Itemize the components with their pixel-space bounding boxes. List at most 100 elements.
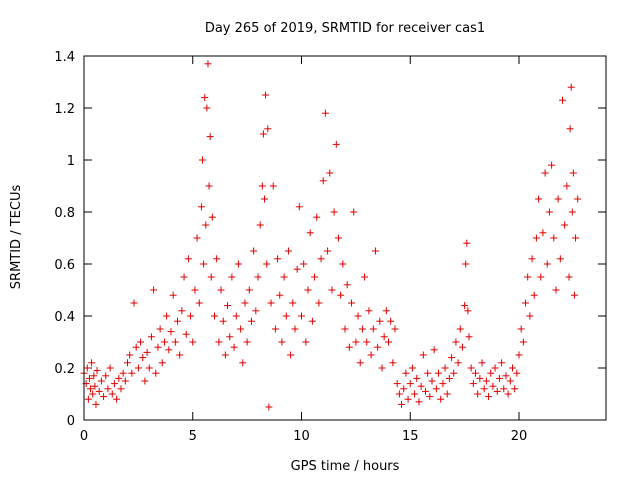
data-point [532,234,540,242]
data-point [84,395,92,403]
data-point [566,125,574,133]
data-point [511,385,519,393]
data-point [230,343,238,351]
data-point [204,60,212,68]
data-point [215,338,223,346]
data-point [141,377,149,385]
data-point [341,325,349,333]
data-point [169,291,177,299]
data-point [568,208,576,216]
data-point [317,255,325,263]
y-tick-label: 1.4 [54,50,75,65]
data-point [469,380,477,388]
data-point [498,359,506,367]
data-point [258,182,266,190]
data-point [539,229,547,237]
data-point [491,364,499,372]
data-point [395,390,403,398]
data-point [515,351,523,359]
data-point [211,312,218,320]
data-point [121,377,129,385]
data-point [232,312,240,320]
data-point [439,380,447,388]
data-point [371,247,379,255]
data-point [458,343,466,351]
data-point [374,343,382,351]
data-point [391,325,399,333]
data-point [167,328,175,336]
data-point [154,343,162,351]
data-point [543,260,551,268]
data-point [126,351,134,359]
data-point [404,395,412,403]
data-point [254,273,262,281]
data-point [480,385,488,393]
data-point [426,393,434,401]
data-point [489,382,497,390]
data-point [435,369,443,377]
data-point [206,133,214,141]
data-point [87,385,95,393]
data-point [271,325,279,333]
data-point [328,286,336,294]
data-point [189,338,197,346]
data-point [421,387,429,395]
data-point [565,273,573,281]
data-point [378,364,386,372]
data-point [178,307,186,315]
data-point [408,364,416,372]
data-point [556,255,564,263]
data-point [234,260,242,268]
data-point [208,213,216,221]
data-point [356,359,364,367]
data-point [530,291,538,299]
data-point [324,247,332,255]
y-tick-label: 0.4 [54,310,75,325]
data-point [339,260,347,268]
data-point [158,359,166,367]
data-point [182,330,190,338]
data-point [337,291,345,299]
data-point [445,374,453,382]
data-point [139,354,147,362]
data-point [478,359,486,367]
data-point [245,286,253,294]
data-point [367,351,375,359]
data-point [308,317,316,325]
data-point [315,299,323,307]
data-point [387,317,395,325]
data-point [352,338,360,346]
data-point [97,377,105,385]
data-point [448,354,456,362]
data-point [284,247,292,255]
x-tick-label: 0 [80,429,88,444]
data-point [526,312,534,320]
data-point [259,130,267,138]
data-point [100,393,108,401]
x-axis-label: GPS time / hours [291,459,400,474]
data-point [199,156,207,164]
data-point [524,273,532,281]
data-point [482,377,490,385]
data-point [92,400,100,408]
data-point [569,169,577,177]
data-point [550,234,558,242]
data-point [119,369,127,377]
data-point [267,299,275,307]
data-point [90,372,98,380]
data-point [430,346,438,354]
data-point [147,333,155,341]
data-point [262,91,270,99]
data-point [306,229,314,237]
data-point [226,333,234,341]
data-point [203,104,211,112]
data-point [506,377,514,385]
data-point [389,359,397,367]
data-point [247,317,255,325]
data-point [513,369,521,377]
data-point [552,286,560,294]
data-point [465,333,473,341]
data-point [291,325,299,333]
data-point [282,312,290,320]
